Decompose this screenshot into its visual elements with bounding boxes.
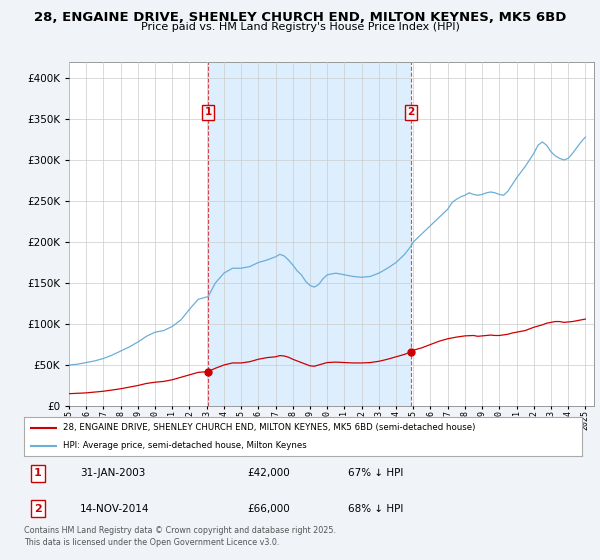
Text: 28, ENGAINE DRIVE, SHENLEY CHURCH END, MILTON KEYNES, MK5 6BD (semi-detached hou: 28, ENGAINE DRIVE, SHENLEY CHURCH END, M… bbox=[63, 423, 475, 432]
Text: 2: 2 bbox=[407, 108, 415, 118]
Text: 67% ↓ HPI: 67% ↓ HPI bbox=[347, 468, 403, 478]
Bar bbox=[208, 62, 411, 406]
Text: Contains HM Land Registry data © Crown copyright and database right 2025.
This d: Contains HM Land Registry data © Crown c… bbox=[24, 526, 336, 547]
Text: 1: 1 bbox=[34, 468, 42, 478]
Text: Price paid vs. HM Land Registry's House Price Index (HPI): Price paid vs. HM Land Registry's House … bbox=[140, 22, 460, 32]
Text: 1: 1 bbox=[205, 108, 212, 118]
Text: £42,000: £42,000 bbox=[247, 468, 290, 478]
Text: 2: 2 bbox=[34, 504, 42, 514]
Text: 28, ENGAINE DRIVE, SHENLEY CHURCH END, MILTON KEYNES, MK5 6BD: 28, ENGAINE DRIVE, SHENLEY CHURCH END, M… bbox=[34, 11, 566, 24]
Text: £66,000: £66,000 bbox=[247, 504, 290, 514]
Text: HPI: Average price, semi-detached house, Milton Keynes: HPI: Average price, semi-detached house,… bbox=[63, 441, 307, 450]
Text: 31-JAN-2003: 31-JAN-2003 bbox=[80, 468, 145, 478]
Text: 14-NOV-2014: 14-NOV-2014 bbox=[80, 504, 149, 514]
Text: 68% ↓ HPI: 68% ↓ HPI bbox=[347, 504, 403, 514]
